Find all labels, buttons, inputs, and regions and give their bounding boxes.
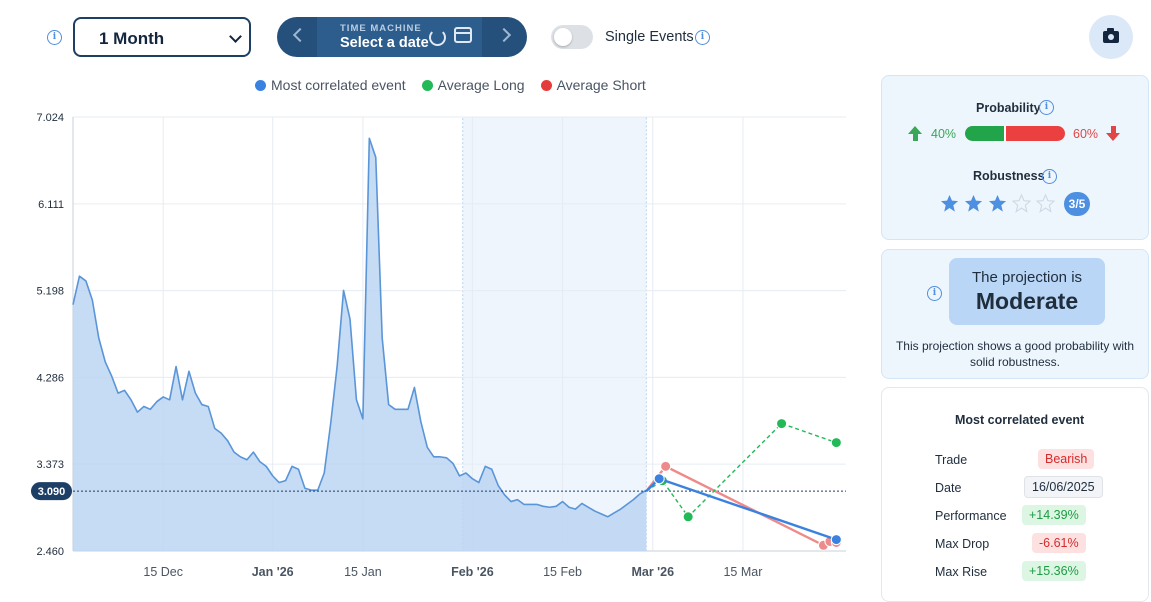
star-filled-icon	[964, 194, 983, 212]
legend-label: Average Short	[556, 77, 646, 93]
projection-description: This projection shows a good probability…	[895, 339, 1135, 369]
long-arrow-icon	[908, 126, 922, 141]
reset-icon[interactable]	[429, 29, 446, 46]
max-rise-label: Max Rise	[935, 565, 988, 579]
y-tick-label: 5.198	[36, 286, 64, 298]
long-probability: 40%	[931, 127, 957, 141]
x-tick-label: Feb '26	[451, 565, 494, 579]
period-info-icon[interactable]: i	[47, 30, 62, 45]
date-label: Date	[935, 481, 962, 495]
chevron-right-icon[interactable]	[496, 27, 512, 43]
short-arrow-icon	[1106, 126, 1120, 141]
price-line	[72, 137, 647, 518]
x-tick-label: 15 Jan	[344, 565, 382, 579]
y-tick-label: 3.373	[36, 459, 64, 471]
chevron-left-icon[interactable]	[292, 27, 308, 43]
period-select[interactable]: 1 Month	[73, 17, 251, 57]
legend-dot	[540, 79, 552, 91]
x-tick-label: Jan '26	[252, 565, 294, 579]
robustness-title: Robustness	[973, 169, 1045, 183]
time-machine-label: Select a date	[340, 35, 429, 51]
projection-rating: Moderate	[975, 288, 1079, 314]
most-correlated-point	[830, 534, 842, 546]
probability-panel	[881, 75, 1149, 240]
max-rise-value: +15.36%	[1022, 561, 1086, 581]
performance-label: Performance	[935, 509, 1007, 523]
current-value-label: 3.090	[38, 486, 66, 498]
max-drop-value: -6.61%	[1032, 533, 1086, 553]
legend-item-average-short[interactable]: Average Short	[540, 77, 646, 93]
chevron-down-icon	[229, 30, 242, 43]
legend-label: Average Long	[437, 77, 525, 93]
single-events-info-icon[interactable]: i	[695, 30, 710, 45]
period-select-value: 1 Month	[99, 29, 165, 48]
x-tick-label: 15 Mar	[723, 565, 762, 579]
projection-info-icon[interactable]: i	[927, 286, 942, 301]
price-chart[interactable]: 7.024 6.111 5.198 4.286 3.373 2.460 15 Dec Jan …	[0, 100, 870, 597]
y-tick-label: 4.286	[36, 372, 64, 384]
short-probability: 60%	[1073, 127, 1099, 141]
legend-dot	[421, 79, 433, 91]
star-filled-icon	[988, 194, 1007, 212]
time-machine-caption: TIME MACHINE	[340, 23, 422, 34]
star-empty-icon	[1036, 194, 1055, 213]
robustness-info-icon[interactable]: i	[1042, 169, 1057, 184]
price-area	[73, 138, 647, 552]
chart-legend: Most correlated event Average Long Avera…	[255, 77, 646, 93]
average-long-point	[830, 437, 842, 449]
single-events-label: Single Events	[605, 29, 694, 45]
most-correlated-line	[645, 477, 837, 541]
average-long-point	[776, 418, 788, 430]
x-tick-label: 15 Feb	[543, 565, 582, 579]
probability-info-icon[interactable]: i	[1039, 100, 1054, 115]
projection-intro: The projection is	[971, 269, 1083, 286]
most-correlated-title: Most correlated event	[955, 413, 1085, 427]
screenshot-button[interactable]	[1089, 15, 1133, 59]
max-drop-label: Max Drop	[935, 537, 990, 551]
toggle-knob	[554, 28, 572, 46]
trade-label: Trade	[935, 453, 968, 467]
star-filled-icon	[940, 194, 959, 212]
robustness-stars	[940, 194, 1055, 213]
projection-rating-box: The projection is Moderate	[949, 258, 1105, 325]
x-tick-label: Mar '26	[631, 565, 674, 579]
legend-item-most-correlated[interactable]: Most correlated event	[255, 77, 406, 93]
most-correlated-point	[653, 473, 665, 485]
legend-dot	[255, 79, 266, 91]
y-tick-label: 6.111	[38, 199, 64, 211]
trade-value: Bearish	[1038, 449, 1095, 469]
most-correlated-panel	[881, 387, 1149, 602]
y-tick-label: 7.024	[36, 112, 64, 124]
probability-bar-long	[965, 126, 1005, 141]
star-empty-icon	[1012, 194, 1031, 213]
performance-value: +14.39%	[1022, 505, 1086, 525]
legend-label: Most correlated event	[271, 77, 406, 93]
probability-bar	[965, 126, 1065, 141]
probability-bar-short	[1004, 126, 1065, 141]
average-long-point	[682, 511, 694, 523]
average-short-point	[660, 460, 672, 472]
time-machine: TIME MACHINE Select a date	[277, 17, 527, 57]
x-tick-label: 15 Dec	[143, 565, 183, 579]
y-tick-label: 2.460	[36, 546, 64, 558]
robustness-badge: 3/5	[1064, 192, 1090, 216]
camera-icon	[1107, 28, 1114, 32]
calendar-icon[interactable]	[454, 27, 472, 43]
date-value: 16/06/2025	[1024, 476, 1103, 498]
current-value-badge	[31, 482, 72, 501]
single-events-toggle[interactable]	[551, 25, 593, 49]
legend-item-average-long[interactable]: Average Long	[421, 77, 525, 93]
probability-title: Probability	[976, 101, 1041, 115]
